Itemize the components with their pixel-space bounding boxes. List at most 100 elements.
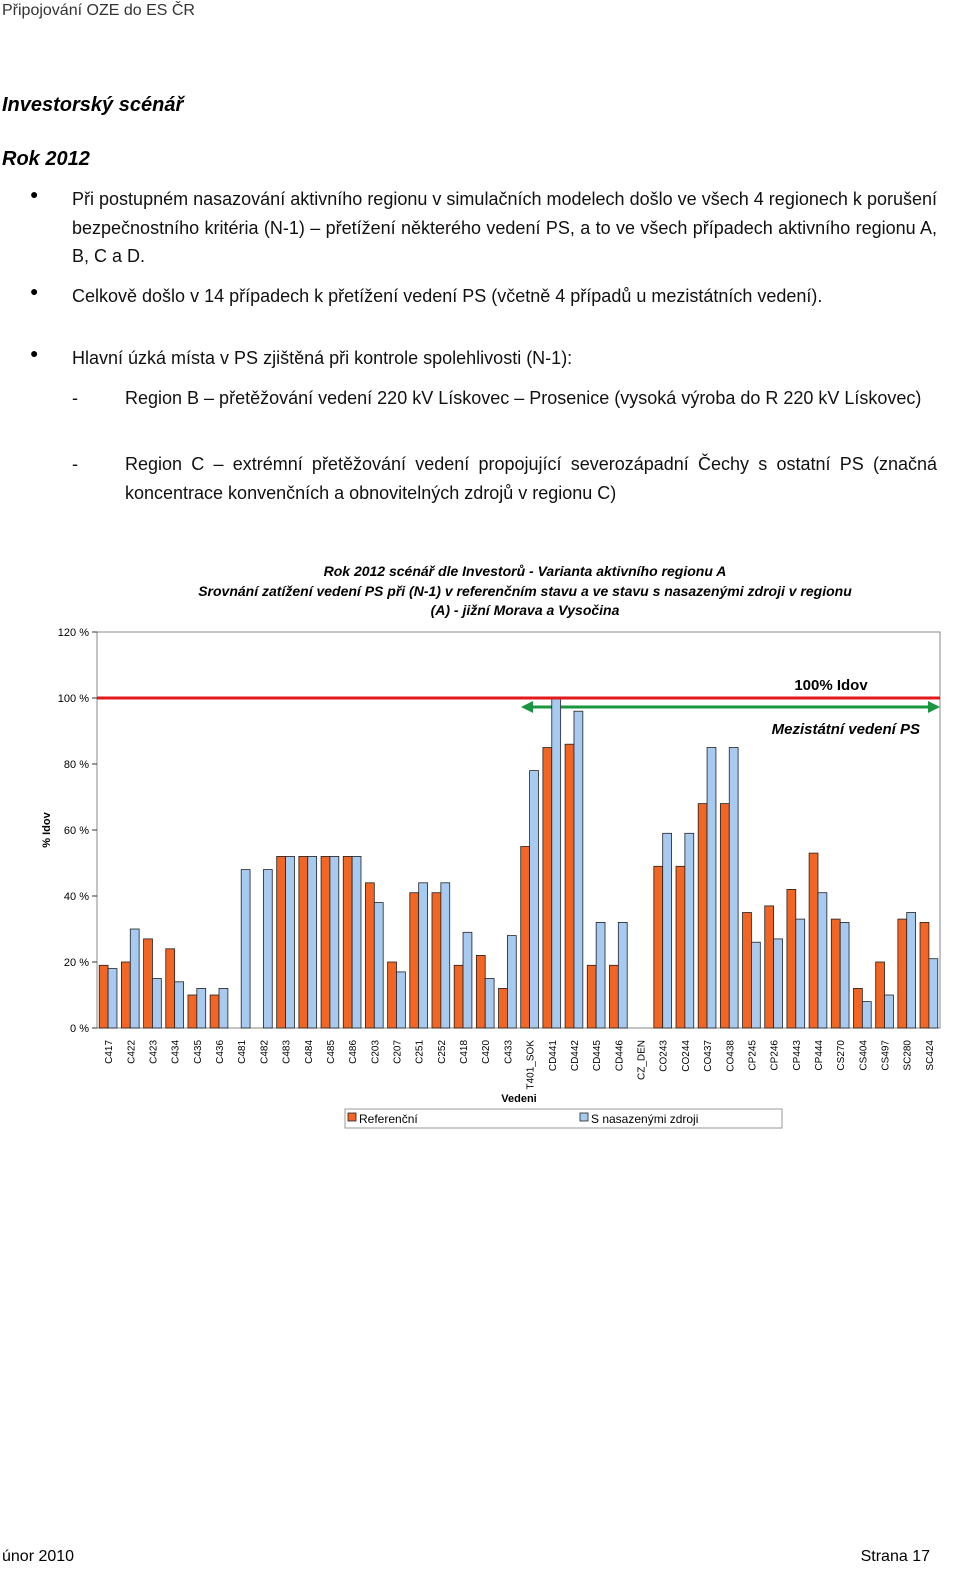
bar xyxy=(187,994,198,1029)
x-tick-label: CS497 xyxy=(881,1040,892,1071)
bar xyxy=(573,710,584,1029)
bar xyxy=(906,912,916,1029)
y-tick-label: 0 % xyxy=(70,1023,89,1035)
bar xyxy=(387,961,397,1029)
bar xyxy=(751,941,761,1029)
bar xyxy=(839,922,850,1029)
chart-title: (A) - jižní Morava a Vysočina xyxy=(431,602,620,618)
x-tick-label: CP443 xyxy=(792,1040,803,1071)
x-tick-label: C484 xyxy=(304,1040,315,1064)
dash: - xyxy=(72,388,78,408)
x-tick-label: CP245 xyxy=(747,1040,758,1071)
x-tick-label: CO437 xyxy=(703,1040,714,1072)
bar xyxy=(551,697,562,1029)
bar xyxy=(742,912,752,1029)
y-tick-label: 80 % xyxy=(64,759,89,771)
x-tick-label: CP246 xyxy=(770,1040,781,1071)
y-tick-label: 40 % xyxy=(64,891,89,903)
bar xyxy=(462,931,473,1029)
y-axis-label: % Idov xyxy=(41,811,53,847)
bar xyxy=(919,922,930,1029)
x-tick-label: C418 xyxy=(459,1040,470,1064)
x-tick-label: C482 xyxy=(259,1040,270,1064)
bar xyxy=(107,968,118,1029)
bar xyxy=(764,905,775,1029)
chart-title: Rok 2012 scénář dle Investorů - Varianta… xyxy=(324,563,727,579)
bar xyxy=(507,935,517,1029)
bar xyxy=(440,882,451,1029)
footer-right: Strana 17 xyxy=(860,1548,930,1565)
sub-item: Region B – přetěžování vedení 220 kV Lís… xyxy=(125,388,922,408)
bar xyxy=(240,869,251,1029)
bar xyxy=(165,948,176,1029)
x-tick-label: C252 xyxy=(437,1040,448,1064)
legend-swatch xyxy=(347,1112,357,1122)
bar xyxy=(609,964,619,1029)
x-tick-label: CZ_DEN xyxy=(637,1040,648,1080)
x-tick-label: CD442 xyxy=(570,1040,581,1072)
x-tick-label: C207 xyxy=(392,1040,403,1064)
bar xyxy=(262,869,273,1029)
bar xyxy=(218,988,229,1029)
bar xyxy=(728,747,739,1029)
bullet-dot: ● xyxy=(30,345,39,361)
chart-title: Srovnání zatížení vedení PS při (N-1) v … xyxy=(198,583,852,599)
bar xyxy=(897,918,908,1029)
bar xyxy=(174,981,184,1029)
legend-swatch xyxy=(579,1112,589,1122)
bar xyxy=(564,743,575,1029)
x-tick-label: C422 xyxy=(126,1040,137,1064)
x-tick-label: C417 xyxy=(104,1040,115,1064)
x-tick-label: CO243 xyxy=(659,1040,670,1072)
bullet: Celkově došlo v 14 případech k přetížení… xyxy=(72,286,823,306)
x-tick-label: C420 xyxy=(481,1040,492,1064)
bullet-dot: ● xyxy=(30,186,39,202)
bar xyxy=(786,889,797,1029)
bar xyxy=(884,994,894,1029)
x-tick-label: C485 xyxy=(326,1040,337,1064)
bar xyxy=(484,978,495,1029)
header: Připojování OZE do ES ČR xyxy=(2,2,195,19)
bar xyxy=(196,988,207,1029)
bar xyxy=(875,961,885,1029)
bar xyxy=(307,856,318,1029)
bar xyxy=(653,865,664,1029)
footer-left: únor 2010 xyxy=(2,1548,75,1565)
x-tick-label: CO438 xyxy=(725,1040,736,1072)
x-tick-label: C251 xyxy=(415,1040,426,1064)
x-tick-label: C486 xyxy=(348,1040,359,1064)
bar xyxy=(453,964,464,1029)
year: Rok 2012 xyxy=(2,148,90,170)
x-tick-label: CO244 xyxy=(681,1040,692,1072)
bar xyxy=(595,922,606,1029)
x-tick-label: CD441 xyxy=(548,1040,559,1072)
x-tick-label: C423 xyxy=(148,1040,159,1064)
bar xyxy=(675,865,686,1029)
bar xyxy=(617,922,628,1029)
bar xyxy=(143,938,153,1029)
bar xyxy=(418,882,428,1029)
bar xyxy=(285,856,295,1029)
bar xyxy=(719,803,730,1029)
bar xyxy=(431,892,442,1029)
x-tick-label: C436 xyxy=(215,1040,226,1064)
x-tick-label: CD445 xyxy=(592,1040,603,1072)
y-tick-label: 20 % xyxy=(64,957,89,969)
x-tick-label: C203 xyxy=(370,1040,381,1064)
legend-label: Referenční xyxy=(359,1112,418,1126)
x-tick-label: SC424 xyxy=(925,1040,936,1071)
bar xyxy=(697,803,708,1029)
x-tick-label: C433 xyxy=(503,1040,514,1064)
section-title: Investorský scénář xyxy=(2,94,184,116)
bar xyxy=(329,856,340,1029)
bullet: Hlavní úzká místa v PS zjištěná při kont… xyxy=(72,348,573,368)
bar xyxy=(808,852,819,1029)
y-tick-label: 120 % xyxy=(58,627,89,639)
x-axis-label: Vedeni xyxy=(501,1093,536,1105)
bar xyxy=(928,958,939,1029)
legend-label: S nasazenými zdroji xyxy=(591,1112,698,1126)
bar xyxy=(298,856,309,1029)
x-tick-label: C483 xyxy=(282,1040,293,1064)
bar xyxy=(396,971,406,1029)
